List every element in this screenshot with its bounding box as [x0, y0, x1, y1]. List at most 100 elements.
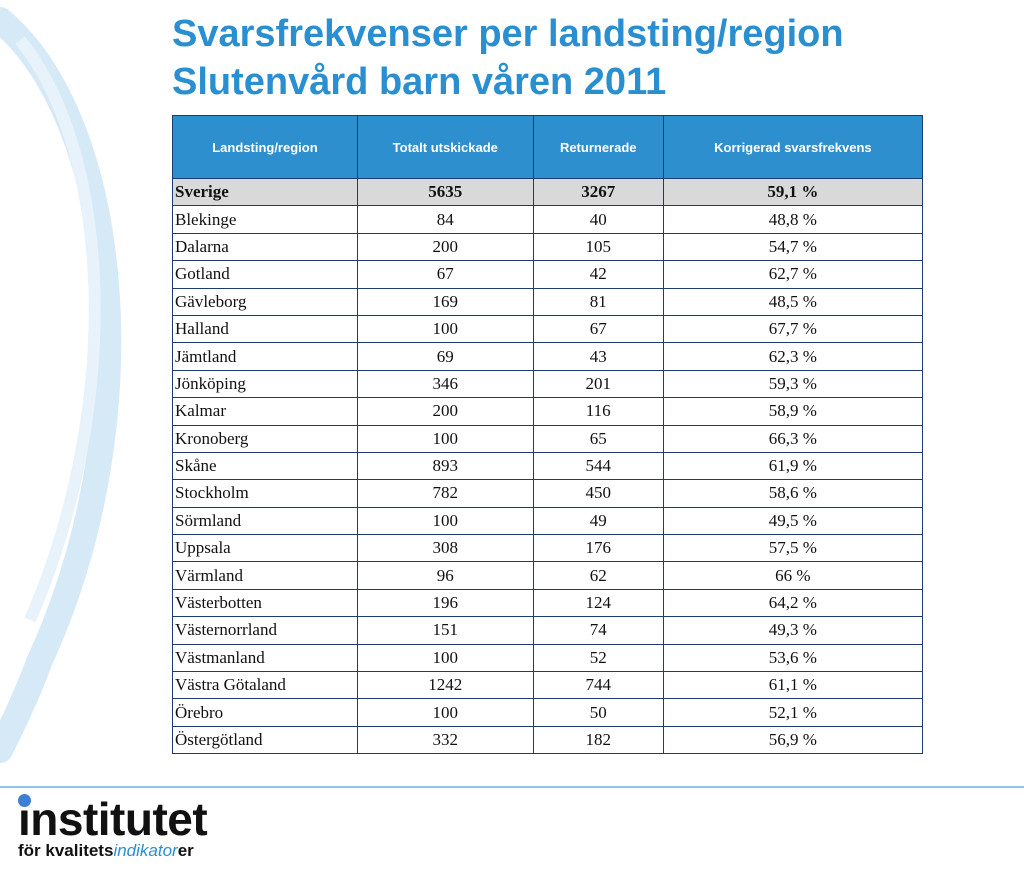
table-cell: 59,1 %: [662, 177, 924, 207]
table-cell: 56,9 %: [662, 725, 924, 755]
table-cell: 893: [356, 451, 534, 481]
table-row: Stockholm 782 450 58,6 %: [172, 479, 924, 508]
column-header: Korrigerad svarsfrekvens: [662, 115, 924, 179]
table-cell: 74: [532, 616, 664, 645]
tagline-highlight: indikator: [113, 841, 178, 860]
table-cell: 64,2 %: [662, 588, 924, 618]
table-row: Kalmar 200 116 58,9 %: [172, 397, 924, 426]
table-cell: 53,6 %: [662, 643, 924, 673]
table-cell: Västernorrland: [172, 616, 358, 645]
table-cell: 42: [532, 260, 664, 289]
table-cell: 61,1 %: [662, 671, 924, 700]
table-cell: 67: [532, 314, 664, 344]
column-header: Landsting/region: [172, 115, 358, 179]
table-cell: 196: [356, 588, 534, 618]
table-cell: Halland: [172, 314, 358, 344]
table-cell: 69: [356, 342, 534, 371]
table-cell: Sörmland: [172, 506, 358, 536]
table-cell: Sverige: [172, 177, 358, 207]
table-cell: Örebro: [172, 698, 358, 727]
table-row: Gävleborg 169 81 48,5 %: [172, 287, 924, 316]
table-cell: 67: [356, 260, 534, 289]
table-row: Västernorrland 151 74 49,3 %: [172, 616, 924, 645]
title: Svarsfrekvenser per landsting/region: [172, 13, 844, 55]
table-cell: Östergötland: [172, 725, 358, 755]
table-row: Sverige 5635 3267 59,1 %: [172, 177, 924, 207]
table-cell: 67,7 %: [662, 314, 924, 344]
logo: institutet för kvalitetsindikatorer: [18, 794, 208, 860]
table-row: Blekinge 84 40 48,8 %: [172, 205, 924, 234]
table-cell: 58,6 %: [662, 479, 924, 508]
table-cell: Västmanland: [172, 643, 358, 673]
tagline-part: er: [177, 841, 194, 860]
table-cell: 57,5 %: [662, 534, 924, 563]
table-cell: 124: [532, 588, 664, 618]
table-cell: 100: [356, 424, 534, 453]
table-body: Sverige 5635 3267 59,1 % Blekinge 84 40 48,8 % D…: [172, 177, 924, 755]
arc: [15, 36, 101, 623]
table-cell: 100: [356, 506, 534, 536]
table-cell: Kalmar: [172, 397, 358, 426]
subtitle: Slutenvård barn våren 2011: [172, 61, 667, 103]
table-row: Värmland 96 62 66 %: [172, 561, 924, 590]
table-cell: 96: [356, 561, 534, 590]
table-cell: 182: [532, 725, 664, 755]
table-cell: 54,7 %: [662, 232, 924, 262]
table-cell: 40: [532, 205, 664, 234]
table-cell: 200: [356, 232, 534, 262]
table-cell: 52: [532, 643, 664, 673]
table-cell: 61,9 %: [662, 451, 924, 481]
column-header: Totalt utskickade: [356, 115, 534, 179]
table-row: Uppsala 308 176 57,5 %: [172, 534, 924, 563]
table-cell: 332: [356, 725, 534, 755]
table-cell: 1242: [356, 671, 534, 700]
table-cell: Västerbotten: [172, 588, 358, 618]
table-cell: 544: [532, 451, 664, 481]
logo-dot: [18, 794, 31, 807]
table-cell: 59,3 %: [662, 369, 924, 399]
table-cell: 48,5 %: [662, 287, 924, 316]
table-cell: Jönköping: [172, 369, 358, 399]
table-cell: 62: [532, 561, 664, 590]
table-cell: 169: [356, 287, 534, 316]
table-cell: 43: [532, 342, 664, 371]
table-cell: 66,3 %: [662, 424, 924, 453]
table-cell: Värmland: [172, 561, 358, 590]
table-row: Västerbotten 196 124 64,2 %: [172, 588, 924, 618]
table-cell: 81: [532, 287, 664, 316]
table-cell: 49,3 %: [662, 616, 924, 645]
tagline-part: för kvalitets: [18, 841, 114, 860]
table-cell: Jämtland: [172, 342, 358, 371]
table-cell: Gävleborg: [172, 287, 358, 316]
table-cell: Blekinge: [172, 205, 358, 234]
header-row: Landsting/region Totalt utskickade Returne…: [172, 115, 924, 179]
table-cell: 744: [532, 671, 664, 700]
table-cell: 346: [356, 369, 534, 399]
table-cell: 49: [532, 506, 664, 536]
table-cell: 50: [532, 698, 664, 727]
column-header: Returnerade: [532, 115, 664, 179]
table-row: Västmanland 100 52 53,6 %: [172, 643, 924, 673]
table-cell: 105: [532, 232, 664, 262]
table-cell: Skåne: [172, 451, 358, 481]
table-cell: 100: [356, 314, 534, 344]
table-cell: Gotland: [172, 260, 358, 289]
table-cell: 200: [356, 397, 534, 426]
table-row: Sörmland 100 49 49,5 %: [172, 506, 924, 536]
table-cell: Uppsala: [172, 534, 358, 563]
table-cell: 450: [532, 479, 664, 508]
table-cell: 62,3 %: [662, 342, 924, 371]
table-cell: 116: [532, 397, 664, 426]
table-cell: 3267: [532, 177, 664, 207]
table-row: Skåne 893 544 61,9 %: [172, 451, 924, 481]
table-row: Kronoberg 100 65 66,3 %: [172, 424, 924, 453]
table-row: Gotland 67 42 62,7 %: [172, 260, 924, 289]
logo-tagline: för kvalitetsindikatorer: [18, 842, 207, 860]
table-cell: 5635: [356, 177, 534, 207]
table-cell: 49,5 %: [662, 506, 924, 536]
table-cell: 62,7 %: [662, 260, 924, 289]
table-cell: 782: [356, 479, 534, 508]
table-row: Västra Götaland 1242 744 61,1 %: [172, 671, 924, 700]
table-row: Dalarna 200 105 54,7 %: [172, 232, 924, 262]
